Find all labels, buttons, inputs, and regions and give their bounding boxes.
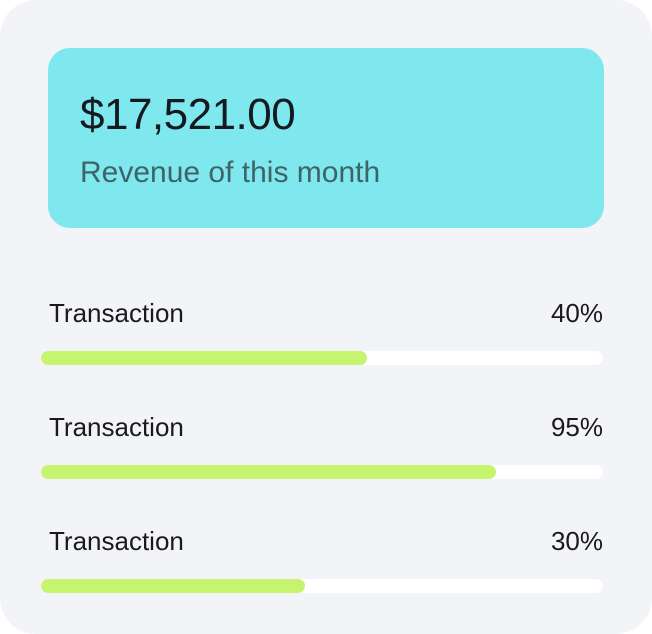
progress-fill [41,351,367,365]
progress-fill [41,465,497,479]
revenue-caption: Revenue of this month [80,156,381,189]
progress-fill [41,579,306,593]
progress-track [41,351,603,365]
progress-track [41,465,603,479]
transaction-percent: 40% [550,298,603,328]
progress-track [41,579,603,593]
revenue-card: $17,521.00 Revenue of this month [48,48,604,228]
transaction-label: Transaction [49,412,184,442]
transaction-percent: 95% [550,412,603,442]
revenue-amount: $17,521.00 [80,90,296,139]
transaction-label: Transaction [49,298,184,328]
transaction-percent: 30% [550,526,603,556]
transaction-label: Transaction [49,526,184,556]
